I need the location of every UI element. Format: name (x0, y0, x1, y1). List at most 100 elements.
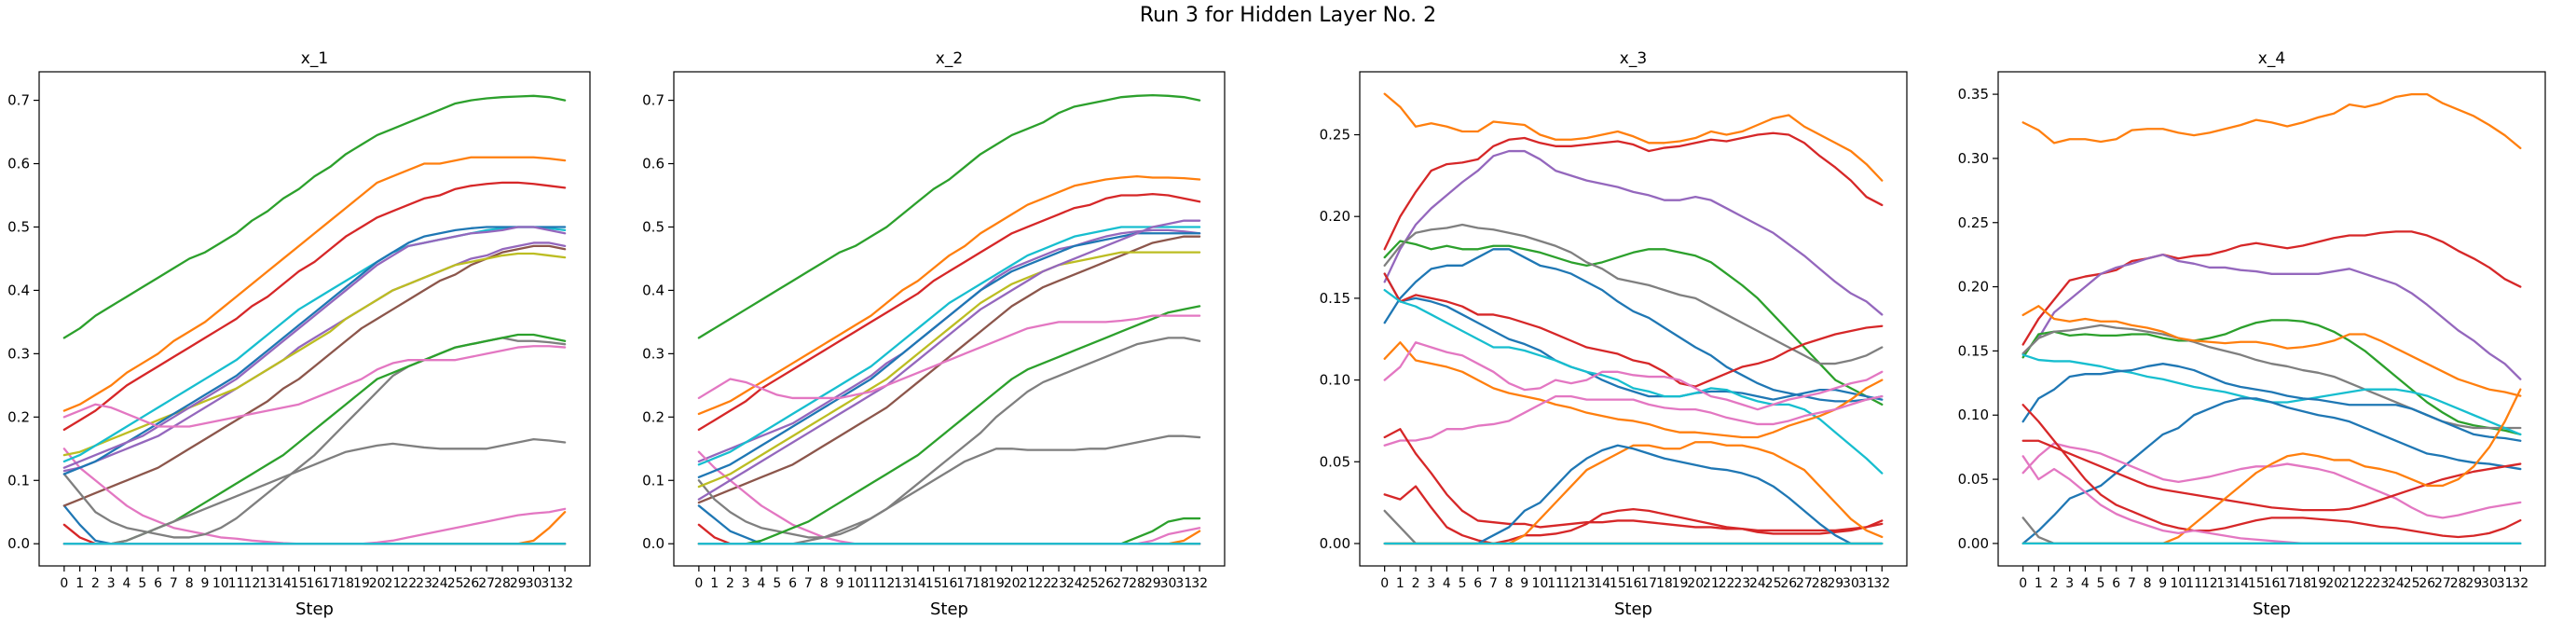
x-tick-label: 8 (820, 576, 829, 591)
x-tick-label: 32 (556, 576, 573, 591)
series-line-2 (62, 156, 567, 412)
x-tick-label: 16 (941, 576, 958, 591)
series-line-7 (1383, 272, 1884, 401)
x-tick-label: 10 (212, 576, 229, 591)
x-tick-label: 23 (2372, 576, 2389, 591)
x-tick-label: 29 (510, 576, 527, 591)
series-line-10 (2021, 442, 2522, 519)
series-line-5 (2021, 324, 2522, 430)
series-line-13 (1383, 428, 1884, 532)
x-tick-label: 9 (1520, 576, 1528, 591)
series-line-9 (1383, 288, 1884, 475)
series-line-8 (2021, 363, 2522, 442)
x-tick-label: 11 (2185, 576, 2202, 591)
x-tick-label: 7 (1489, 576, 1498, 591)
series-line-1 (697, 504, 1201, 545)
x-tick-label: 24 (1749, 576, 1766, 591)
y-tick-label: 0.35 (1958, 86, 1989, 103)
x-tick-label: 14 (275, 576, 292, 591)
x-tick-label: 7 (170, 576, 178, 591)
series-line-3 (62, 94, 567, 339)
x-tick-label: 12 (2201, 576, 2218, 591)
series-line-11 (2021, 439, 2522, 512)
x-tick-label: 17 (956, 576, 973, 591)
x-tick-label: 10 (847, 576, 864, 591)
y-tick-label: 0.0 (642, 535, 665, 552)
x-tick-label: 21 (385, 576, 402, 591)
y-tick-label: 0.5 (7, 218, 30, 235)
x-tick-label: 11 (228, 576, 245, 591)
y-tick-label: 0.0 (7, 535, 30, 552)
series-line-11 (697, 232, 1201, 479)
x-axis-label: Step (1614, 599, 1652, 619)
x-tick-label: 9 (836, 576, 844, 591)
x-tick-label: 12 (1563, 576, 1580, 591)
x-tick-label: 18 (972, 576, 989, 591)
series-line-10 (697, 226, 1201, 466)
subplot-3: 0.000.050.100.150.200.250 1 2 3 4 5 6 7 8 9 101112… (1320, 49, 1908, 619)
series-line-12 (1383, 394, 1884, 447)
series-line-14 (697, 523, 1201, 545)
subplot-2: 0.00.10.20.30.40.50.60.70 1 2 3 4 5 6 7 8 9 101112… (642, 49, 1226, 619)
y-tick-label: 0.00 (1958, 535, 1989, 552)
x-tick-label: 6 (154, 576, 162, 591)
subplot-title: x_3 (1620, 49, 1647, 68)
series-line-12 (62, 511, 567, 545)
x-tick-label: 25 (2404, 576, 2420, 591)
y-tick-label: 0.15 (1320, 290, 1350, 307)
x-tick-label: 17 (2279, 576, 2295, 591)
x-tick-label: 13 (1579, 576, 1596, 591)
x-tick-label: 25 (1765, 576, 1782, 591)
x-tick-label: 10 (1532, 576, 1549, 591)
x-tick-label: 30 (1843, 576, 1859, 591)
x-tick-label: 11 (863, 576, 880, 591)
x-tick-label: 15 (291, 576, 308, 591)
y-tick-label: 0.7 (7, 92, 30, 109)
series-line-3 (1383, 149, 1884, 316)
series-line-17 (62, 345, 567, 428)
series-line-15 (62, 226, 567, 469)
y-tick-label: 0.4 (642, 282, 665, 298)
x-tick-label: 5 (138, 576, 146, 591)
series-line-1 (62, 504, 567, 545)
x-tick-label: 19 (1672, 576, 1689, 591)
y-tick-label: 0.20 (1958, 279, 1989, 296)
x-tick-label: 22 (1719, 576, 1735, 591)
x-tick-label: 31 (1858, 576, 1875, 591)
x-tick-label: 9 (201, 576, 210, 591)
series-line-10 (1383, 341, 1884, 439)
y-tick-label: 0.2 (642, 408, 665, 425)
x-tick-label: 15 (1610, 576, 1626, 591)
series-line-9 (2021, 397, 2522, 545)
x-tick-label: 12 (243, 576, 260, 591)
series-line-17 (1383, 509, 1884, 545)
x-tick-label: 4 (758, 576, 766, 591)
x-tick-label: 3 (1427, 576, 1435, 591)
x-tick-label: 3 (742, 576, 750, 591)
series-line-6 (1383, 248, 1884, 403)
x-tick-label: 27 (478, 576, 495, 591)
x-tick-label: 7 (804, 576, 813, 591)
x-tick-label: 26 (2418, 576, 2435, 591)
series-line-15 (1383, 441, 1884, 545)
x-tick-label: 20 (2325, 576, 2342, 591)
x-axis-label: Step (2253, 599, 2291, 619)
y-tick-label: 0.3 (7, 345, 30, 362)
y-tick-label: 0.5 (642, 218, 665, 235)
x-tick-label: 7 (2128, 576, 2136, 591)
x-tick-label: 24 (1066, 576, 1083, 591)
x-tick-label: 4 (123, 576, 131, 591)
x-tick-label: 16 (1625, 576, 1642, 591)
x-axis-label: Step (295, 599, 334, 619)
x-tick-label: 10 (2171, 576, 2187, 591)
x-tick-label: 13 (2217, 576, 2234, 591)
x-tick-label: 18 (2295, 576, 2311, 591)
x-tick-label: 11 (1547, 576, 1564, 591)
x-tick-label: 23 (1733, 576, 1750, 591)
y-tick-label: 0.4 (7, 282, 30, 298)
x-tick-label: 8 (1505, 576, 1514, 591)
x-tick-label: 20 (1687, 576, 1704, 591)
y-tick-label: 0.6 (642, 156, 665, 172)
x-tick-label: 21 (2341, 576, 2358, 591)
x-tick-label: 30 (1160, 576, 1177, 591)
